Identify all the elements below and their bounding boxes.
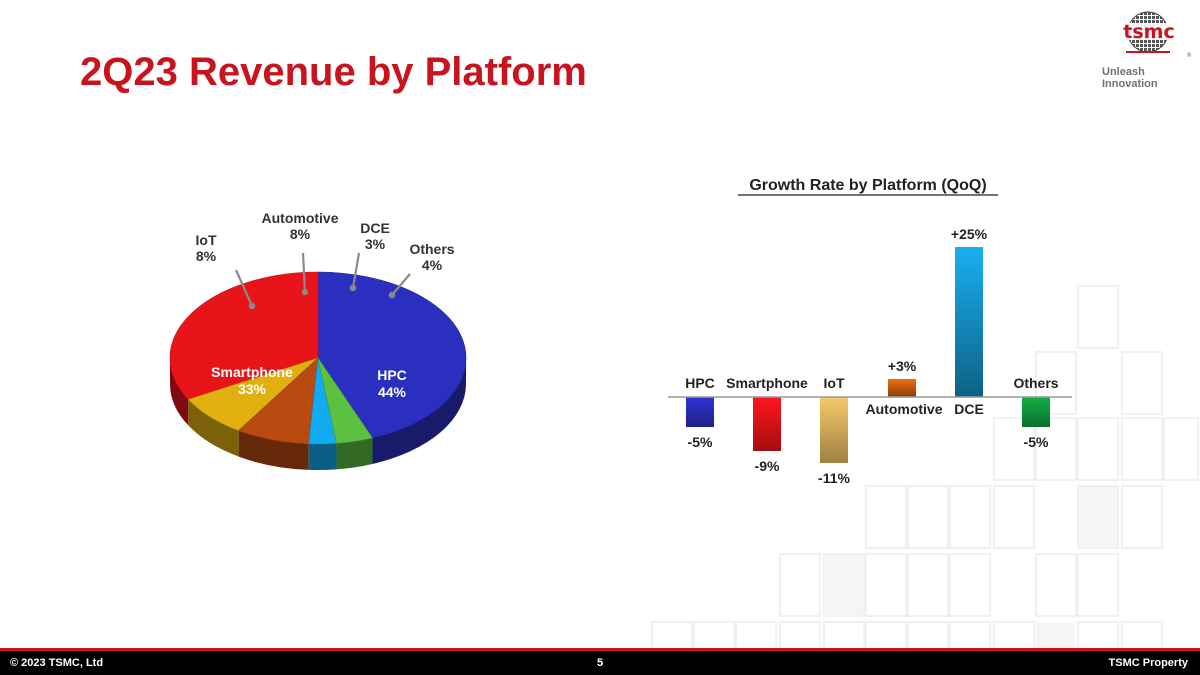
bar-chart-title: Growth Rate by Platform (QoQ) [749,177,986,194]
pie-label-hpc: HPC 44% [377,367,407,400]
bar-category-label-iot: IoT [824,375,845,391]
bar-category-label-automotive: Automotive [866,401,943,417]
pie-leader-dot-dce [349,284,357,292]
bar-hpc [686,397,714,427]
bar-smartphone [753,397,781,451]
bar-value-label-iot: -11% [818,470,850,486]
footer-page-number: 5 [597,657,604,669]
slide-title: 2Q23 Revenue by Platform [80,50,587,94]
pie-wall-smartphone [170,358,189,426]
tsmc-logo: tsmc ® [1123,11,1192,59]
bar-category-label-smartphone: Smartphone [726,375,808,391]
growth-bar-chart: Growth Rate by Platform (QoQ) -5% HPC -9% Sm… [668,177,1072,486]
pie-leader-dot-others [388,291,396,299]
pie-leader-dot-iot [248,302,256,310]
bar-category-label-dce: DCE [954,401,984,417]
pie-leader-dce [351,252,361,289]
bar-automotive [888,379,916,397]
bar-others [1022,397,1050,427]
pie-leader-others [391,273,411,296]
pie-side-walls [170,358,466,470]
pie-slice-hpc [317,271,467,439]
bar-value-label-dce: +25% [951,226,988,242]
revenue-pie-chart: HPC 44% Smartphone 33% IoT 8% Automotive 8% DCE 3… [169,210,467,470]
pie-wall-others [336,437,373,470]
footer-red-line [0,648,1200,651]
background-tile-pattern [651,285,1199,652]
svg-text:®: ® [1186,52,1192,59]
pie-slice-smartphone [169,271,319,400]
pie-label-automotive: Automotive 8% [262,210,339,242]
pie-wall-iot [188,399,239,457]
bar-value-label-automotive: +3% [888,358,917,374]
svg-text:tsmc: tsmc [1123,21,1174,43]
pie-label-smartphone: Smartphone 33% [211,364,293,397]
footer-copyright: © 2023 TSMC, Ltd [10,657,104,669]
bar-category-label-hpc: HPC [685,375,715,391]
footer-property: TSMC Property [1108,657,1188,669]
pie-label-dce: DCE 3% [360,220,390,252]
pie-wall-hpc [372,358,466,464]
bar-category-label-others: Others [1013,375,1058,391]
pie-leader-dot-automotive [301,288,309,296]
bar-value-label-smartphone: -9% [755,458,780,474]
pie-wall-dce [308,443,337,470]
bar-dce [955,247,983,397]
bar-iot [820,397,848,463]
pie-wall-automotive [238,430,309,470]
pie-slice-others [317,357,373,444]
pie-leader-automotive [301,252,307,293]
footer-bar: © 2023 TSMC, Ltd 5 TSMC Property [0,651,1200,675]
bar-value-label-hpc: -5% [688,434,713,450]
logo-tagline: Unleash Innovation [1102,66,1158,90]
pie-leader-iot [234,269,254,307]
pie-label-iot: IoT 8% [196,232,217,264]
bar-value-label-others: -5% [1024,434,1049,450]
pie-label-others: Others 4% [409,241,454,273]
